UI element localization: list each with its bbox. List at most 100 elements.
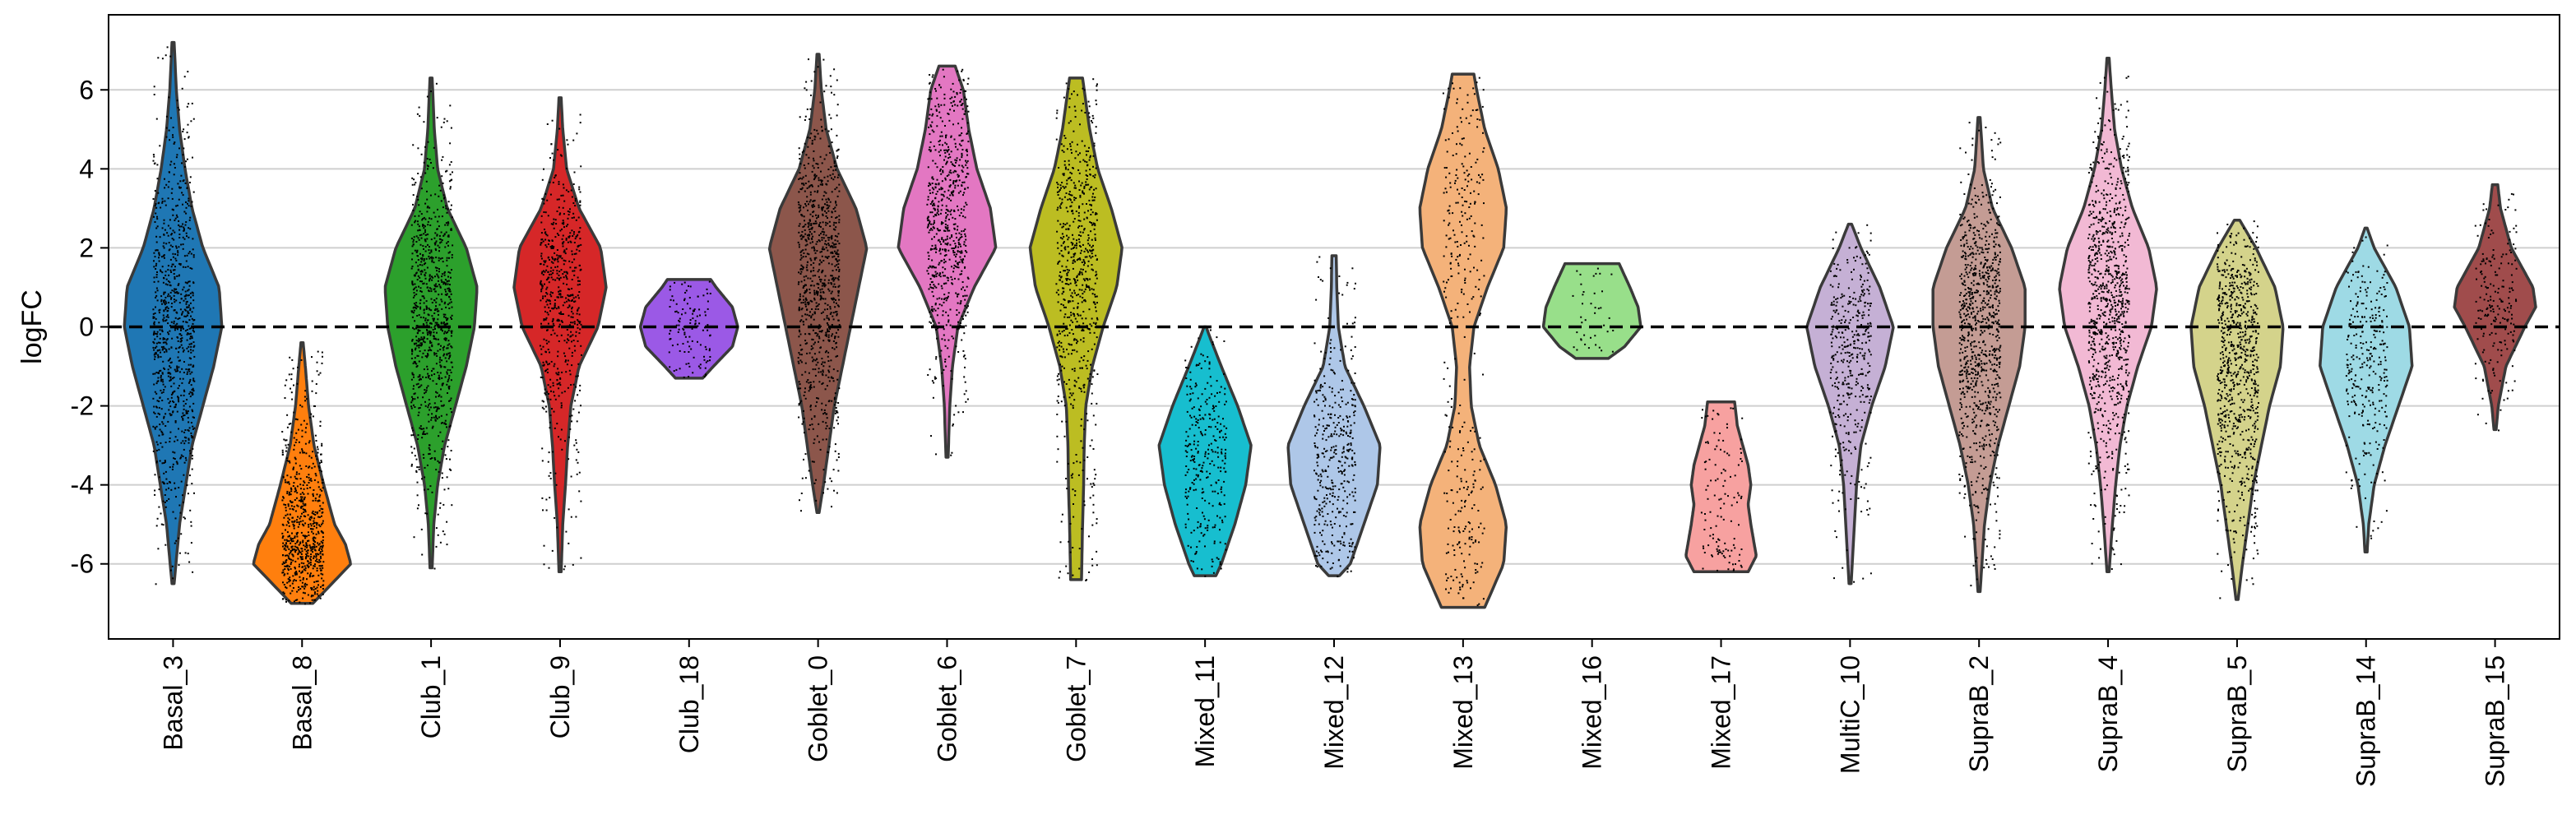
data-point — [312, 493, 314, 495]
data-point — [825, 85, 827, 87]
data-point — [709, 359, 711, 362]
data-point — [313, 544, 316, 546]
data-point — [579, 328, 581, 331]
data-point — [704, 345, 707, 348]
data-point — [164, 347, 166, 349]
data-point — [177, 396, 179, 399]
data-point — [172, 577, 174, 580]
data-point — [554, 395, 556, 397]
data-point — [188, 442, 190, 444]
data-point — [419, 264, 421, 266]
data-point — [183, 286, 185, 289]
data-point — [294, 510, 297, 512]
data-point — [944, 177, 947, 179]
data-point — [947, 113, 950, 115]
data-point — [825, 198, 827, 201]
data-point — [165, 127, 168, 129]
data-point — [548, 276, 550, 279]
data-point — [1077, 226, 1079, 229]
data-point — [552, 257, 554, 260]
data-point — [938, 303, 941, 306]
data-point — [294, 520, 296, 522]
data-point — [820, 312, 822, 314]
data-point — [833, 427, 836, 429]
data-point — [806, 264, 808, 266]
data-point — [825, 422, 827, 424]
data-point — [312, 528, 314, 530]
data-point — [308, 466, 310, 469]
data-point — [556, 198, 558, 201]
data-point — [799, 359, 802, 362]
data-point — [447, 488, 450, 490]
data-point — [561, 257, 563, 260]
data-point — [165, 339, 168, 341]
data-point — [411, 310, 414, 312]
data-point — [544, 310, 546, 312]
data-point — [811, 142, 813, 145]
data-point — [938, 201, 940, 203]
data-point — [697, 365, 700, 368]
data-point — [155, 241, 158, 243]
data-point — [565, 276, 568, 279]
data-point — [441, 215, 443, 218]
data-point — [696, 315, 698, 317]
data-point — [157, 380, 160, 382]
data-point — [289, 565, 290, 567]
data-point — [155, 372, 158, 373]
data-point — [418, 504, 419, 507]
data-point — [964, 216, 966, 219]
data-point — [547, 215, 549, 217]
data-point — [295, 580, 297, 582]
data-point — [563, 226, 565, 229]
data-point — [281, 572, 284, 574]
data-point — [681, 283, 683, 285]
data-point — [423, 312, 425, 314]
data-point — [571, 308, 573, 310]
data-point — [308, 416, 311, 419]
data-point — [813, 353, 816, 355]
data-point — [430, 249, 433, 252]
data-point — [541, 447, 544, 450]
data-point — [558, 306, 560, 308]
data-point — [423, 216, 425, 219]
data-point — [184, 403, 187, 405]
data-point — [812, 215, 814, 218]
data-point — [424, 405, 427, 407]
data-point — [563, 259, 565, 261]
data-point — [945, 248, 947, 251]
data-point — [821, 183, 823, 185]
data-point — [816, 129, 818, 132]
data-point — [965, 314, 967, 317]
data-point — [178, 147, 180, 150]
data-point — [285, 514, 287, 516]
data-point — [803, 252, 805, 254]
data-point — [954, 218, 957, 220]
data-point — [182, 440, 184, 442]
data-point — [296, 492, 299, 494]
data-point — [928, 182, 930, 184]
data-point — [808, 301, 810, 303]
data-point — [932, 223, 934, 225]
data-point — [807, 277, 809, 280]
data-point — [157, 354, 160, 356]
data-point — [927, 198, 929, 201]
data-point — [430, 218, 433, 220]
data-point — [550, 334, 553, 336]
data-point — [310, 516, 313, 518]
data-point — [577, 309, 579, 312]
data-point — [944, 230, 947, 232]
data-point — [422, 295, 424, 298]
data-point — [186, 399, 188, 400]
data-point — [943, 258, 945, 261]
data-point — [447, 392, 448, 394]
data-point — [189, 309, 192, 312]
data-point — [178, 366, 180, 368]
data-point — [813, 415, 816, 418]
data-point — [446, 294, 448, 296]
data-point — [571, 298, 573, 301]
data-point — [299, 465, 301, 467]
data-point — [177, 387, 179, 390]
data-point — [1092, 155, 1095, 157]
data-point — [184, 266, 187, 268]
data-point — [309, 519, 312, 521]
